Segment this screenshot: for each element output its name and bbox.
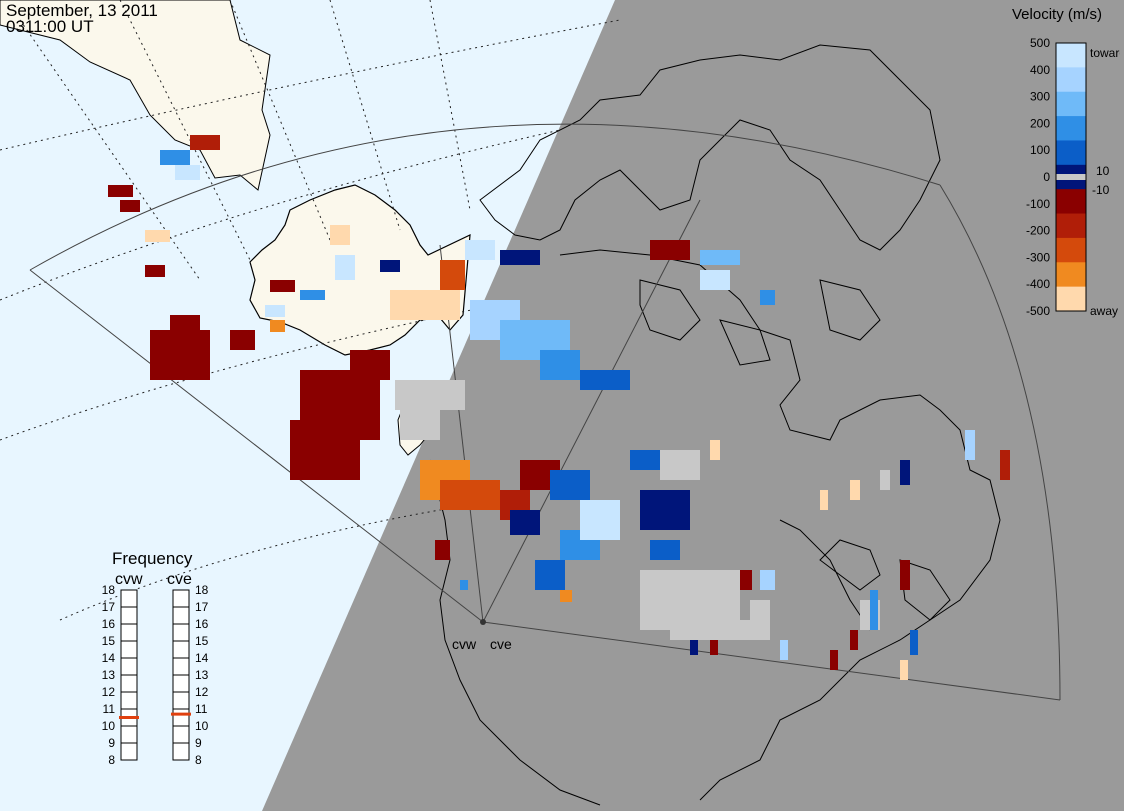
velocity-color-segment <box>1056 189 1086 215</box>
date-label: September, 13 2011 <box>6 1 158 20</box>
frequency-tick-label: 15 <box>195 634 209 648</box>
frequency-title: Frequency <box>112 549 193 568</box>
velocity-tick-label: 200 <box>1030 116 1050 130</box>
velocity-tick-label: -400 <box>1026 277 1050 291</box>
frequency-panel: cvw cve 18 17 16 15 14 13 12 11 10 9 8 18 17 16 15 14 13… <box>102 571 209 767</box>
velocity-toward-label: toward <box>1090 46 1120 60</box>
frequency-tick-label: 12 <box>102 685 116 699</box>
velocity-color-segment <box>1056 213 1086 239</box>
velocity-color-segment <box>1056 237 1086 263</box>
frequency-tick-label: 8 <box>195 753 202 767</box>
velocity-color-bar: 500 400 300 200 100 0 -100 -200 -300 -400 -500 tow… <box>1026 36 1120 318</box>
velocity-color-segments <box>1056 43 1086 312</box>
velocity-tick-label: 100 <box>1030 143 1050 157</box>
velocity-tick-label: -100 <box>1026 197 1050 211</box>
velocity-tick-label: -500 <box>1026 304 1050 318</box>
frequency-tick-label: 8 <box>108 753 115 767</box>
velocity-echoes <box>108 135 1010 680</box>
frequency-radar-cvw: cvw <box>115 571 143 588</box>
velocity-minus10-label: -10 <box>1092 183 1110 197</box>
radar-label-cve: cve <box>490 636 512 652</box>
velocity-color-segment <box>1056 140 1086 166</box>
velocity-scale-title: Velocity (m/s) <box>1012 6 1103 23</box>
velocity-ticks: 500 400 300 200 100 0 -100 -200 -300 -400 -500 <box>1026 36 1050 318</box>
velocity-color-segment <box>1056 286 1086 312</box>
velocity-color-segment <box>1056 91 1086 117</box>
frequency-tick-label: 9 <box>108 736 115 750</box>
velocity-color-segment <box>1056 262 1086 288</box>
frequency-tick-label: 17 <box>102 600 116 614</box>
velocity-plus10-label: 10 <box>1096 164 1110 178</box>
frequency-tick-label: 16 <box>195 617 209 631</box>
velocity-tick-label: 300 <box>1030 90 1050 104</box>
frequency-columns: 18 17 16 15 14 13 12 11 10 9 8 18 17 16 15 14 13 12 11 10 9 8 <box>102 583 209 767</box>
velocity-color-segment <box>1056 43 1086 68</box>
frequency-tick-label: 14 <box>195 651 209 665</box>
graticule <box>0 0 621 621</box>
frequency-tick-label: 14 <box>102 651 116 665</box>
frequency-tick-label: 15 <box>102 634 116 648</box>
velocity-tick-label: 400 <box>1030 63 1050 77</box>
velocity-tick-label: 0 <box>1043 170 1050 184</box>
frequency-tick-label: 10 <box>195 719 209 733</box>
velocity-zero-band <box>1056 174 1086 180</box>
frequency-tick-label: 13 <box>195 668 209 682</box>
radar-fov <box>29 123 1061 701</box>
velocity-color-segment <box>1056 116 1086 141</box>
velocity-bar-frame <box>1055 42 1087 312</box>
frequency-tick-label: 9 <box>195 736 202 750</box>
radar-label-cvw: cvw <box>452 636 477 652</box>
frequency-tick-label: 10 <box>102 719 116 733</box>
velocity-tick-label: -300 <box>1026 250 1050 264</box>
velocity-away-label: away <box>1090 304 1118 318</box>
velocity-tick-label: -200 <box>1026 224 1050 238</box>
velocity-color-segment <box>1056 67 1086 93</box>
frequency-tick-label: 12 <box>195 685 209 699</box>
radar-site-marker <box>480 619 486 625</box>
frequency-tick-label: 18 <box>195 583 209 597</box>
velocity-tick-label: 500 <box>1030 36 1050 50</box>
time-label: 0311:00 UT <box>6 17 94 36</box>
frequency-tick-label: 17 <box>195 600 209 614</box>
frequency-tick-label: 18 <box>102 583 116 597</box>
frequency-radar-cve: cve <box>167 571 192 588</box>
frequency-tick-label: 16 <box>102 617 116 631</box>
frequency-tick-label: 11 <box>103 702 116 716</box>
frequency-tick-label: 13 <box>102 668 116 682</box>
frequency-tick-label: 11 <box>195 702 208 716</box>
